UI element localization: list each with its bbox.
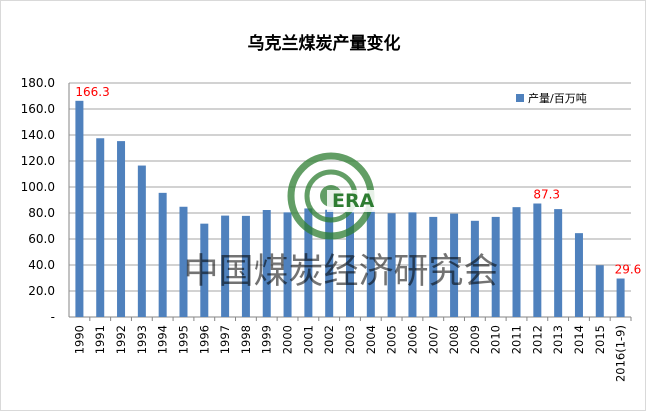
bar xyxy=(117,141,126,317)
bar xyxy=(387,213,396,317)
bar xyxy=(366,210,375,317)
x-tick-label: 2004 xyxy=(364,325,378,354)
x-tick-label: 2000 xyxy=(281,325,295,354)
bar xyxy=(241,215,250,317)
x-tick-label: 1992 xyxy=(114,325,128,354)
bar xyxy=(158,192,167,317)
x-tick-label: 2011 xyxy=(510,325,524,354)
y-tick-label: 160.0 xyxy=(21,102,55,116)
bar xyxy=(533,203,542,317)
x-tick-label: 1995 xyxy=(176,325,190,354)
data-labels: 166.3 87.3 29.6 xyxy=(75,85,641,277)
legend: 产量/百万吨 xyxy=(516,91,587,105)
bar xyxy=(75,100,84,317)
x-tick-label: 2013 xyxy=(551,325,565,354)
data-label: 166.3 xyxy=(75,85,109,99)
bar xyxy=(325,209,334,317)
legend-swatch xyxy=(516,94,524,102)
x-tick-label: 1997 xyxy=(218,325,232,354)
x-tick-label: 2008 xyxy=(447,325,461,354)
bar xyxy=(283,212,292,317)
bar xyxy=(304,208,313,317)
bar xyxy=(137,165,146,317)
bar xyxy=(179,206,188,317)
x-tick-label: 1994 xyxy=(156,325,170,354)
x-tick-label: 2010 xyxy=(489,325,503,354)
y-tick-label: 100.0 xyxy=(21,180,55,194)
x-tick-label: 2014 xyxy=(572,325,586,354)
bar xyxy=(512,207,521,317)
bar xyxy=(491,216,500,317)
x-tick-label: 1990 xyxy=(72,325,86,354)
bar xyxy=(616,278,625,317)
bar xyxy=(346,212,354,317)
data-label: 29.6 xyxy=(615,263,642,277)
bar xyxy=(262,210,271,317)
x-tick-label: 2006 xyxy=(405,325,419,354)
watermark-text: 中国煤炭经济研究会 xyxy=(183,252,498,292)
x-tick-label: 2016(1-9) xyxy=(614,325,628,382)
x-tick-label: 2003 xyxy=(343,325,357,354)
bar xyxy=(554,209,563,317)
x-tick-label: 2009 xyxy=(468,325,482,354)
x-tick-label: 1996 xyxy=(197,325,211,354)
x-tick-label: 2005 xyxy=(385,325,399,354)
x-tick-label: 1991 xyxy=(93,325,107,354)
x-tick-label: 2007 xyxy=(426,325,440,354)
x-tick-label: 1998 xyxy=(239,325,253,354)
x-tick-label: 2001 xyxy=(301,325,315,354)
x-axis-ticks: 1990 1991 1992 1993 1994 1995 1996 1997 1998 1999… xyxy=(72,317,632,382)
bar xyxy=(96,138,105,317)
chart-title: 乌克兰煤炭产量变化 xyxy=(248,33,401,54)
x-tick-label: 2015 xyxy=(593,325,607,354)
bar xyxy=(200,223,209,317)
y-axis-ticks: - 20.0 40.0 60.0 80.0 100.0 120.0 140.0 160.0 180… xyxy=(21,76,55,324)
y-tick-label: 180.0 xyxy=(21,76,55,90)
y-tick-label: 140.0 xyxy=(21,128,55,142)
bar xyxy=(470,220,479,317)
y-tick-label: 20.0 xyxy=(28,284,55,298)
y-tick-label: 80.0 xyxy=(28,206,55,220)
x-tick-label: 2012 xyxy=(530,325,544,354)
x-tick-label: 1999 xyxy=(260,325,274,354)
bar xyxy=(574,233,583,317)
era-logo: ERA xyxy=(287,152,381,240)
bars xyxy=(75,100,625,317)
bar xyxy=(221,215,230,317)
bar xyxy=(450,213,459,317)
data-label: 87.3 xyxy=(533,188,560,202)
y-tick-label: 60.0 xyxy=(28,232,55,246)
y-tick-label: 120.0 xyxy=(21,154,55,168)
x-tick-label: 1993 xyxy=(135,325,149,354)
bar xyxy=(408,212,417,317)
era-logo-text: ERA xyxy=(332,190,375,212)
legend-label: 产量/百万吨 xyxy=(528,91,587,105)
y-tick-label: - xyxy=(51,310,55,324)
bar xyxy=(429,216,438,317)
y-tick-label: 40.0 xyxy=(28,258,55,272)
bar xyxy=(595,265,604,317)
x-tick-label: 2002 xyxy=(322,325,336,354)
